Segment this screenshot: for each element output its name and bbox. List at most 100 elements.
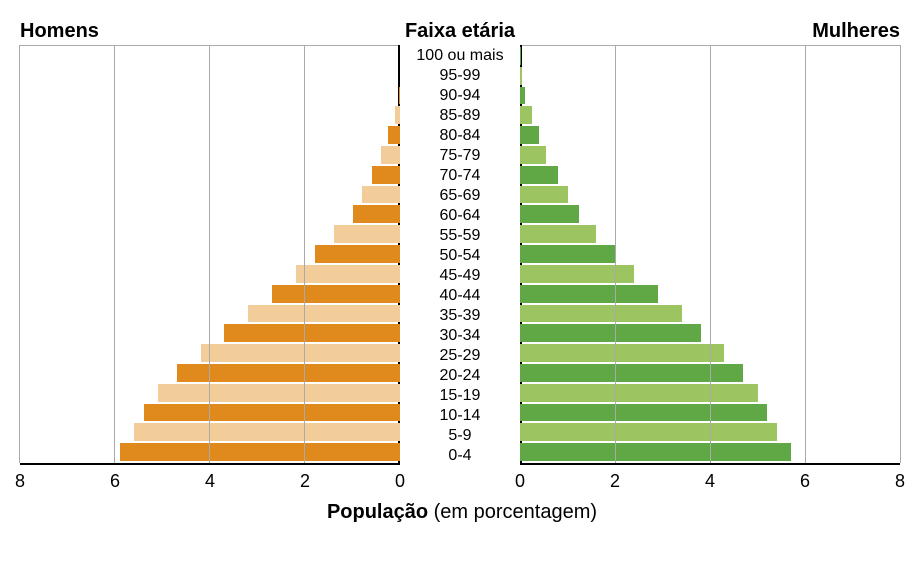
male-bar-row: [20, 285, 400, 303]
female-bar: [520, 443, 791, 461]
age-band-label: 75-79: [416, 147, 503, 165]
male-bar-row: [20, 225, 400, 243]
male-bar-row: [20, 146, 400, 164]
female-bar: [520, 205, 579, 223]
female-bar: [520, 324, 701, 342]
female-bar: [520, 126, 539, 144]
age-band-label: 60-64: [416, 207, 503, 225]
male-bar: [134, 423, 400, 441]
female-panel: [520, 45, 900, 465]
x-axis-left: 02468: [20, 471, 400, 495]
age-band-label: 80-84: [416, 127, 503, 145]
age-band-label: 20-24: [416, 367, 503, 385]
male-bar: [399, 87, 400, 105]
age-band-label: 85-89: [416, 107, 503, 125]
female-bar: [520, 225, 596, 243]
age-band-label: 95-99: [416, 67, 503, 85]
female-bar: [520, 305, 682, 323]
x-axis-label-bold: População: [327, 501, 428, 523]
left-title: Homens: [20, 20, 400, 43]
age-band-label: 45-49: [416, 267, 503, 285]
right-title: Mulheres: [520, 20, 900, 43]
male-bar: [388, 126, 400, 144]
male-bar-row: [20, 126, 400, 144]
female-bar: [520, 265, 634, 283]
male-bar: [381, 146, 400, 164]
age-band-label: 65-69: [416, 187, 503, 205]
age-band-label: 25-29: [416, 347, 503, 365]
male-bar-row: [20, 106, 400, 124]
x-tick-label: 4: [205, 471, 215, 492]
male-bar-row: [20, 87, 400, 105]
age-band-label: 100 ou mais: [416, 47, 503, 65]
x-tick-label: 6: [800, 471, 810, 492]
male-bar-row: [20, 305, 400, 323]
female-bar: [520, 285, 658, 303]
male-bar: [395, 106, 400, 124]
male-bar: [296, 265, 401, 283]
x-tick-label: 0: [395, 471, 405, 492]
female-bar: [520, 106, 532, 124]
x-tick-label: 4: [705, 471, 715, 492]
gridline: [805, 45, 806, 463]
x-tick-label: 6: [110, 471, 120, 492]
age-band-label: 30-34: [416, 327, 503, 345]
x-axis-right: 02468: [520, 471, 900, 495]
age-band-label: 50-54: [416, 247, 503, 265]
gridline: [19, 45, 20, 463]
male-bar: [158, 384, 400, 402]
male-bar: [353, 205, 401, 223]
male-bar: [248, 305, 400, 323]
gridline: [615, 45, 616, 463]
female-bar: [520, 344, 724, 362]
male-bar-row: [20, 404, 400, 422]
male-bar: [362, 186, 400, 204]
female-bar: [520, 166, 558, 184]
age-band-label: 10-14: [416, 407, 503, 425]
male-bar-row: [20, 47, 400, 65]
chart-body: 100 ou mais 95-99 90-94 85-89 80-84 75-79 70-7…: [20, 45, 904, 467]
female-bar: [520, 67, 522, 85]
x-axis-row: 02468 02468: [20, 471, 904, 495]
age-band-label: 15-19: [416, 387, 503, 405]
x-axis-label-rest: (em porcentagem): [428, 501, 597, 523]
age-band-column: 100 ou mais 95-99 90-94 85-89 80-84 75-79 70-7…: [400, 45, 520, 467]
male-bars: [20, 45, 400, 463]
gridline: [900, 45, 901, 463]
age-band-label: 5-9: [416, 427, 503, 445]
female-bar: [520, 384, 758, 402]
male-bar-row: [20, 364, 400, 382]
male-bar-row: [20, 186, 400, 204]
x-tick-label: 2: [610, 471, 620, 492]
x-tick-label: 0: [515, 471, 525, 492]
age-band-label: 55-59: [416, 227, 503, 245]
female-bar: [520, 87, 525, 105]
x-tick-label: 8: [895, 471, 905, 492]
male-bar: [224, 324, 400, 342]
gridline: [304, 45, 305, 463]
population-pyramid: Homens Faixa etária Mulheres 100 ou mais…: [20, 20, 904, 524]
male-bar: [372, 166, 401, 184]
male-bar: [334, 225, 401, 243]
female-bar: [520, 245, 615, 263]
male-bar: [272, 285, 400, 303]
age-band-label: 90-94: [416, 87, 503, 105]
female-bar: [520, 186, 568, 204]
male-bar-row: [20, 384, 400, 402]
age-band-label: 35-39: [416, 307, 503, 325]
female-bar: [520, 423, 777, 441]
male-panel: [20, 45, 400, 465]
age-band-label: 70-74: [416, 167, 503, 185]
male-bar: [144, 404, 401, 422]
x-tick-label: 2: [300, 471, 310, 492]
male-bar: [177, 364, 400, 382]
male-bar: [201, 344, 401, 362]
male-bar-row: [20, 245, 400, 263]
male-bar-row: [20, 166, 400, 184]
age-band-label: 0-4: [416, 447, 503, 465]
x-tick-label: 8: [15, 471, 25, 492]
male-bar-row: [20, 265, 400, 283]
age-band-label: 40-44: [416, 287, 503, 305]
x-axis-label: População (em porcentagem): [20, 501, 904, 524]
female-bar: [520, 404, 767, 422]
